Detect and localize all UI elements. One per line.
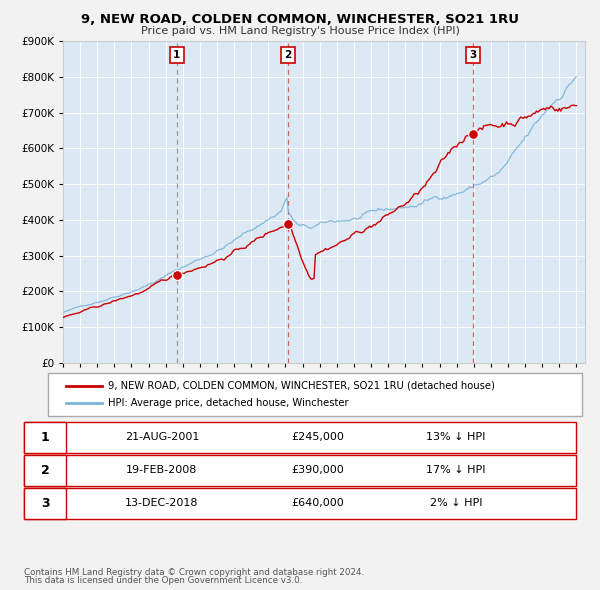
- Text: 2: 2: [41, 464, 49, 477]
- Text: Contains HM Land Registry data © Crown copyright and database right 2024.: Contains HM Land Registry data © Crown c…: [24, 568, 364, 577]
- Text: This data is licensed under the Open Government Licence v3.0.: This data is licensed under the Open Gov…: [24, 576, 302, 585]
- Text: 3: 3: [41, 497, 49, 510]
- Text: 1: 1: [173, 50, 181, 60]
- Text: £390,000: £390,000: [292, 466, 344, 475]
- Text: 2% ↓ HPI: 2% ↓ HPI: [430, 499, 482, 508]
- Text: 13% ↓ HPI: 13% ↓ HPI: [427, 432, 485, 442]
- Text: Price paid vs. HM Land Registry's House Price Index (HPI): Price paid vs. HM Land Registry's House …: [140, 26, 460, 36]
- Text: HPI: Average price, detached house, Winchester: HPI: Average price, detached house, Winc…: [108, 398, 349, 408]
- Text: 9, NEW ROAD, COLDEN COMMON, WINCHESTER, SO21 1RU (detached house): 9, NEW ROAD, COLDEN COMMON, WINCHESTER, …: [108, 381, 495, 391]
- Text: 21-AUG-2001: 21-AUG-2001: [125, 432, 199, 442]
- Text: 13-DEC-2018: 13-DEC-2018: [125, 499, 199, 508]
- Text: 17% ↓ HPI: 17% ↓ HPI: [426, 466, 486, 475]
- Text: £245,000: £245,000: [292, 432, 344, 442]
- Text: 19-FEB-2008: 19-FEB-2008: [127, 466, 197, 475]
- Text: 1: 1: [41, 431, 49, 444]
- Text: 3: 3: [469, 50, 476, 60]
- Text: £640,000: £640,000: [292, 499, 344, 508]
- Text: 2: 2: [284, 50, 292, 60]
- Text: 9, NEW ROAD, COLDEN COMMON, WINCHESTER, SO21 1RU: 9, NEW ROAD, COLDEN COMMON, WINCHESTER, …: [81, 13, 519, 26]
